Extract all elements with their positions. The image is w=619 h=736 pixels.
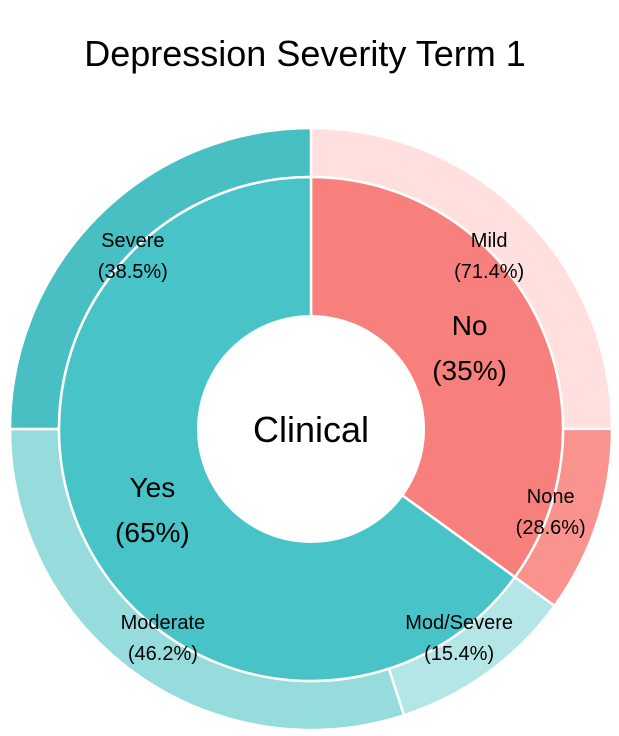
outer-label-mild: Mild (471, 230, 508, 252)
outer-label-none: None (527, 486, 575, 508)
chart-title: Depression Severity Term 1 (84, 33, 526, 74)
outer-label-severe: Severe (101, 230, 164, 252)
inner-label-no: No (452, 310, 488, 341)
inner-slice-no (309, 175, 565, 579)
inner-label-yes: Yes (130, 472, 176, 503)
inner-percent-yes: (65%) (115, 517, 190, 548)
outer-percent-severe: (38.5%) (98, 261, 168, 283)
center-label: Clinical (253, 409, 369, 450)
outer-percent-moderate: (46.2%) (128, 643, 198, 665)
slice-labels: No (35%) Yes (65%) Mild (71.4%) None (28.6%) Mod… (98, 230, 586, 665)
outer-percent-mod-severe: (15.4%) (424, 643, 494, 665)
outer-ring (8, 126, 614, 732)
outer-label-mod-severe: Mod/Severe (405, 612, 513, 634)
inner-percent-no: (35%) (432, 355, 507, 386)
outer-label-moderate: Moderate (121, 612, 206, 634)
outer-percent-none: (28.6%) (516, 517, 586, 539)
center-hole (197, 315, 425, 543)
outer-percent-mild: (71.4%) (454, 261, 524, 283)
